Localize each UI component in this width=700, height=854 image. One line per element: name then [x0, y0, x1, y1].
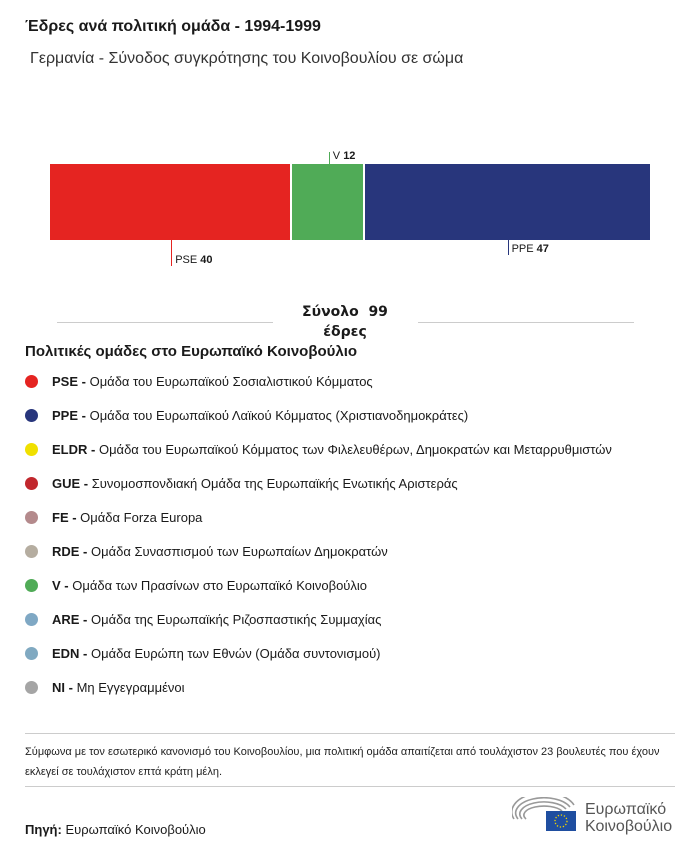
- legend-code: FE -: [52, 510, 81, 525]
- legend-title: Πολιτικές ομάδες στο Ευρωπαϊκό Κοινοβούλ…: [25, 343, 358, 360]
- legend-code: ARE -: [52, 612, 91, 627]
- data-label-name: V: [332, 150, 344, 162]
- data-label-ppe: PPE 47: [512, 243, 549, 255]
- logo-text: Ευρωπαϊκό Κοινοβούλιο: [585, 801, 672, 835]
- ep-logo: [511, 791, 578, 838]
- leader-line-v: [328, 152, 330, 164]
- legend-item-ni: NI - Μη Εγγεγραμμένοι: [25, 680, 185, 695]
- legend-dot-icon: [25, 443, 38, 456]
- legend-description: Ομάδα των Πρασίνων στο Ευρωπαϊκό Κοινοβο…: [72, 578, 368, 593]
- legend-description: Ομάδα του Ευρωπαϊκού Λαϊκού Κόμματος (Χρ…: [89, 408, 469, 423]
- bar-segment-ppe: [365, 164, 650, 240]
- legend-item-eldr: ELDR - Ομάδα του Ευρωπαϊκού Κόμματος των…: [25, 442, 612, 457]
- legend-code: EDN -: [52, 646, 91, 661]
- legend-dot-icon: [25, 477, 38, 490]
- legend-description: Ομάδα του Ευρωπαϊκού Κόμματος των Φιλελε…: [98, 442, 612, 457]
- source: Πηγή: Ευρωπαϊκό Κοινοβούλιο: [25, 822, 206, 837]
- page-title: Έδρες ανά πολιτική ομάδα - 1994-1999: [25, 18, 321, 35]
- legend-description: Μη Εγγεγραμμένοι: [76, 680, 185, 695]
- legend-item-are: ARE - Ομάδα της Ευρωπαϊκής Ριζοσπαστικής…: [25, 612, 381, 627]
- legend-item-ppe: PPE - Ομάδα του Ευρωπαϊκού Λαϊκού Κόμματ…: [25, 408, 468, 423]
- data-label-name: PSE: [175, 254, 201, 266]
- legend-code: PPE -: [52, 408, 90, 423]
- total-unit: έδρες: [323, 324, 367, 340]
- legend-code: RDE -: [52, 544, 91, 559]
- legend-code: V -: [52, 578, 73, 593]
- data-label-value: 12: [343, 150, 356, 162]
- legend-code: GUE -: [52, 476, 92, 491]
- data-label-name: PPE: [511, 243, 537, 255]
- legend-dot-icon: [25, 375, 38, 388]
- stacked-bar: PSE 40 V 12 PPE 47: [50, 150, 650, 266]
- leader-line-pse: [171, 240, 173, 266]
- note-divider-top: [25, 733, 675, 734]
- legend-dot-icon: [25, 545, 38, 558]
- bar-segment-pse: [50, 164, 291, 240]
- legend-dot-icon: [25, 579, 38, 592]
- legend-item-rde: RDE - Ομάδα Συνασπισμού των Ευρωπαίων Δη…: [25, 544, 388, 559]
- total-label: Σύνολο 99 έδρες: [272, 302, 418, 342]
- legend-description: Ομάδα Forza Europa: [80, 510, 203, 525]
- divider-left: [57, 322, 273, 323]
- legend-code: ELDR -: [52, 442, 99, 457]
- legend-item-v: V - Ομάδα των Πρασίνων στο Ευρωπαϊκό Κοι…: [25, 578, 367, 593]
- legend-description: Ομάδα Ευρώπη των Εθνών (Ομάδα συντονισμο…: [91, 646, 381, 661]
- note-divider-bottom: [25, 786, 675, 787]
- legend-dot-icon: [25, 511, 38, 524]
- legend-dot-icon: [25, 613, 38, 626]
- legend-dot-icon: [25, 409, 38, 422]
- legend-item-pse: PSE - Ομάδα του Ευρωπαϊκού Σοσιαλιστικού…: [25, 374, 373, 389]
- logo-line2: Κοινοβούλιο: [585, 818, 673, 835]
- legend-code: PSE -: [52, 374, 90, 389]
- total-value: Σύνολο 99: [302, 304, 388, 320]
- legend-description: Ομάδα της Ευρωπαϊκής Ριζοσπαστικής Συμμα…: [91, 612, 382, 627]
- leader-line-ppe: [507, 240, 509, 255]
- legend-code: NI -: [52, 680, 77, 695]
- data-label-value: 40: [200, 254, 213, 266]
- legend-item-fe: FE - Ομάδα Forza Europa: [25, 510, 202, 525]
- data-label-v: V 12: [333, 150, 356, 162]
- legend-item-edn: EDN - Ομάδα Ευρώπη των Εθνών (Ομάδα συντ…: [25, 646, 381, 661]
- data-label-pse: PSE 40: [175, 254, 212, 266]
- legend-dot-icon: [25, 681, 38, 694]
- legend-dot-icon: [25, 647, 38, 660]
- bar-segment-v: [292, 164, 364, 240]
- legend-description: Συνομοσπονδιακή Ομάδα της Ευρωπαϊκής Ενω…: [91, 476, 458, 491]
- legend-description: Ομάδα Συνασπισμού των Ευρωπαίων Δημοκρατ…: [91, 544, 388, 559]
- legend-item-gue: GUE - Συνομοσπονδιακή Ομάδα της Ευρωπαϊκ…: [25, 476, 458, 491]
- source-value: Ευρωπαϊκό Κοινοβούλιο: [65, 822, 206, 837]
- footnote: Σύμφωνα με τον εσωτερικό κανονισμό του Κ…: [25, 746, 660, 778]
- divider-right: [418, 322, 634, 323]
- legend-description: Ομάδα του Ευρωπαϊκού Σοσιαλιστικού Κόμμα…: [89, 374, 373, 389]
- source-label: Πηγή:: [25, 822, 62, 837]
- data-label-value: 47: [536, 243, 549, 255]
- logo-line1: Ευρωπαϊκό: [585, 801, 667, 818]
- page-subtitle: Γερμανία - Σύνοδος συγκρότησης του Κοινο…: [30, 50, 464, 67]
